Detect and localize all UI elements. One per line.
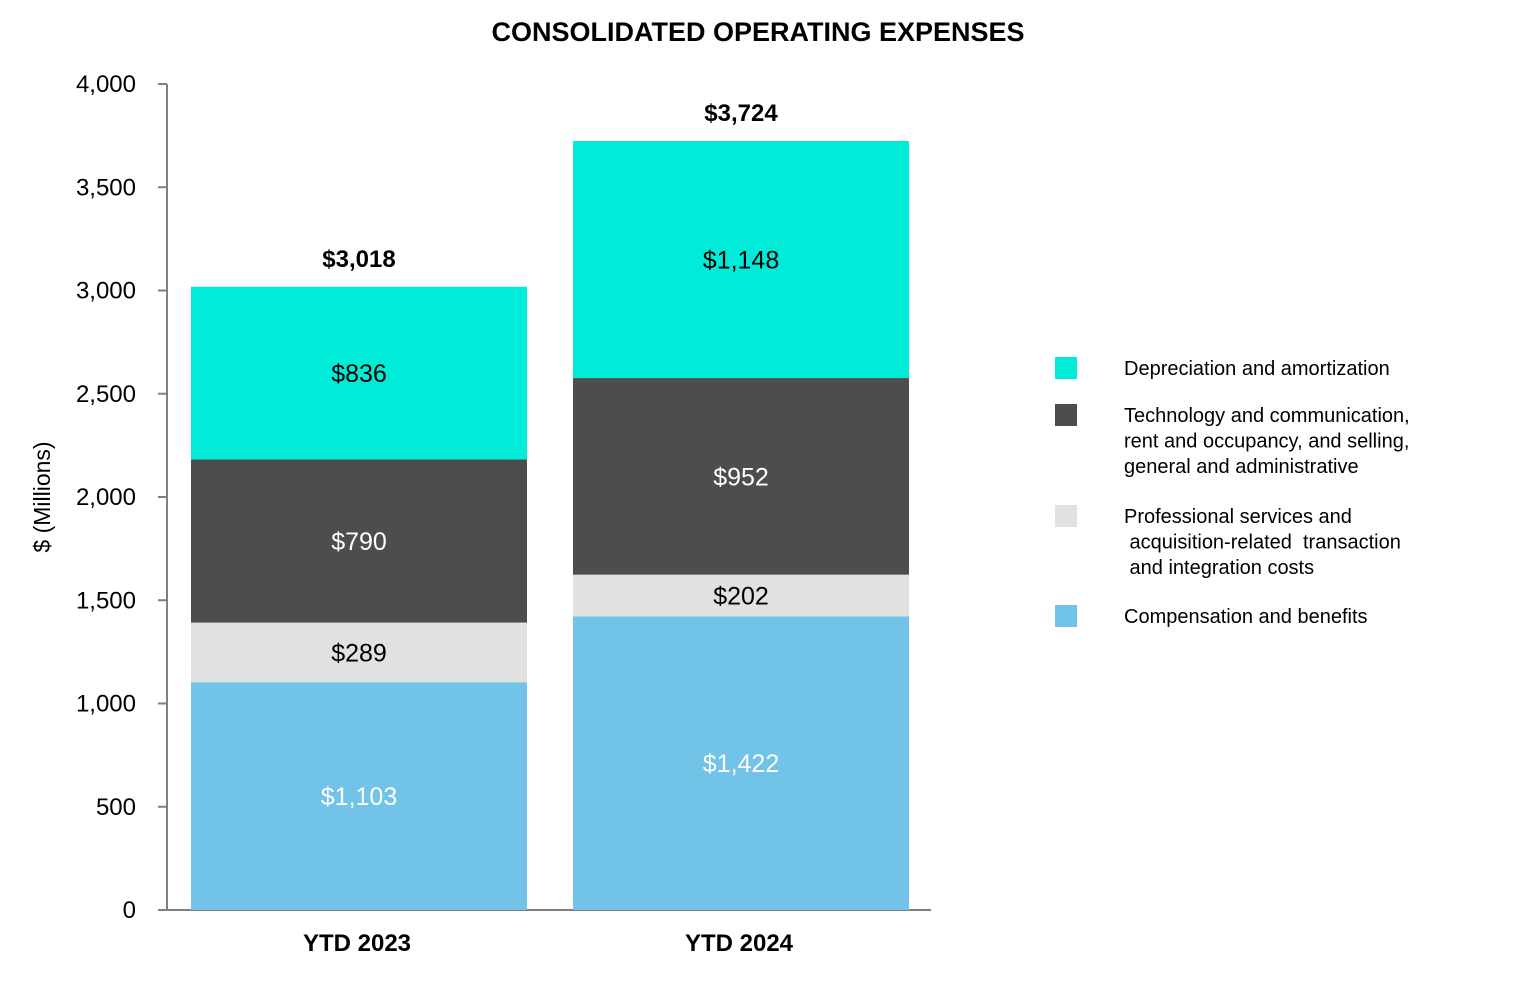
x-tick-label: YTD 2024: [685, 930, 794, 957]
legend-item: Professional services and acquisition-re…: [1055, 505, 1401, 579]
legend-swatch: [1055, 505, 1077, 527]
data-label: $1,148: [703, 247, 779, 275]
data-label: $952: [713, 463, 769, 491]
y-tick-label: 2,000: [76, 484, 136, 511]
bar-segment: [573, 140, 909, 379]
legend: Depreciation and amortization Technology …: [1055, 357, 1410, 628]
total-label: $3,018: [322, 246, 395, 273]
legend-label: rent and occupancy, and selling,: [1124, 431, 1409, 453]
y-tick-label: 500: [96, 794, 136, 821]
bar-segment: [191, 459, 527, 623]
legend-label: Professional services and: [1124, 506, 1352, 528]
data-label: $202: [713, 583, 769, 611]
y-tick-label: 3,500: [76, 174, 136, 201]
chart-title: CONSOLIDATED OPERATING EXPENSES: [491, 17, 1024, 47]
legend-label: general and administrative: [1124, 456, 1359, 478]
bar-segment: [191, 286, 527, 460]
legend-label: Technology and communication,: [1124, 405, 1410, 427]
y-axis-label: $ (Millions): [29, 441, 55, 552]
y-tick-label: 4,000: [76, 71, 136, 98]
bar-segment: [573, 378, 909, 575]
legend-item: Depreciation and amortization: [1055, 357, 1390, 380]
y-tick-label: 1,000: [76, 691, 136, 718]
y-tick-label: 1,500: [76, 587, 136, 614]
legend-swatch: [1055, 605, 1077, 627]
data-label: $1,103: [321, 783, 397, 811]
legend-swatch: [1055, 404, 1077, 426]
y-tick-label: 0: [123, 897, 136, 924]
x-tick-label: YTD 2023: [303, 930, 411, 957]
legend-item: Compensation and benefits: [1055, 605, 1368, 628]
bar-segment: [573, 616, 909, 910]
legend-label: acquisition-related transaction: [1124, 532, 1401, 554]
y-tick-label: 3,000: [76, 278, 136, 305]
legend-swatch: [1055, 357, 1077, 379]
legend-label: Compensation and benefits: [1124, 606, 1368, 628]
data-label: $836: [331, 360, 387, 388]
bar-segment: [191, 622, 527, 683]
data-label: $790: [331, 528, 387, 556]
legend-label: Depreciation and amortization: [1124, 358, 1390, 380]
bar-segment: [573, 574, 909, 617]
y-tick-label: 2,500: [76, 381, 136, 408]
bar-segment: [191, 682, 527, 910]
data-label: $289: [331, 639, 387, 667]
total-label: $3,724: [704, 100, 778, 127]
legend-label: and integration costs: [1124, 557, 1314, 579]
legend-item: Technology and communication, rent and oc…: [1055, 404, 1410, 478]
data-label: $1,422: [703, 750, 779, 778]
